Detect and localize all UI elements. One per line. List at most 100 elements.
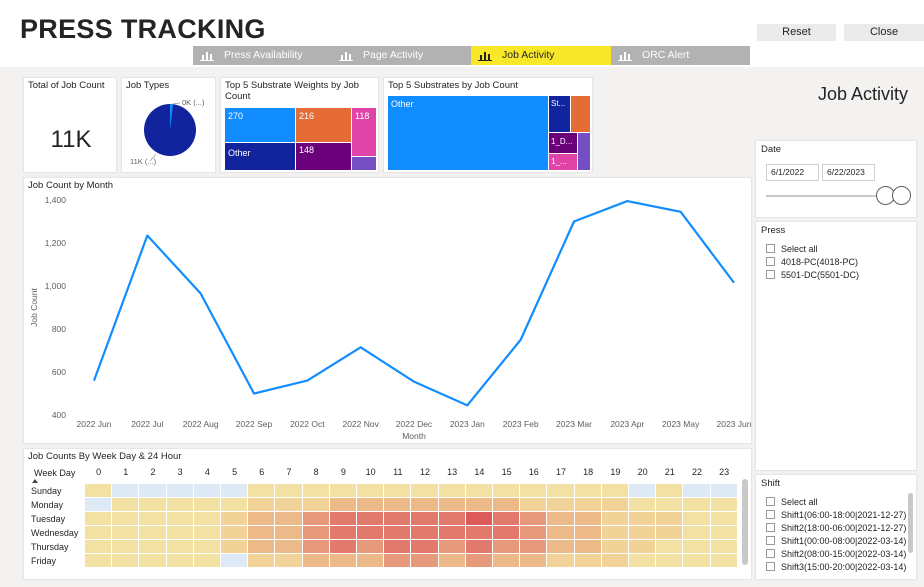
- heatmap-cell[interactable]: [520, 498, 547, 511]
- shift-option[interactable]: Shift1(00:00-08:00|2022-03-14): [766, 534, 906, 547]
- heatmap-cell[interactable]: [465, 554, 492, 567]
- job-types-card[interactable]: Job Types 0K (...) 11K (...): [121, 77, 216, 173]
- data-point[interactable]: [305, 379, 309, 383]
- heatmap-cell[interactable]: [520, 540, 547, 553]
- heatmap-cell[interactable]: [357, 554, 384, 567]
- heatmap-cell[interactable]: [302, 554, 329, 567]
- hour-header[interactable]: 15: [501, 467, 512, 477]
- heatmap-cell[interactable]: [465, 526, 492, 539]
- heatmap-cell[interactable]: [656, 540, 683, 553]
- checkbox[interactable]: [766, 257, 775, 266]
- heatmap-cell[interactable]: [329, 484, 356, 497]
- heatmap-cell[interactable]: [357, 512, 384, 525]
- heatmap-cell[interactable]: [710, 554, 737, 567]
- heatmap-cell[interactable]: [547, 540, 574, 553]
- heatmap-cell[interactable]: [275, 498, 302, 511]
- heatmap-cell[interactable]: [166, 526, 193, 539]
- heatmap-cell[interactable]: [85, 526, 112, 539]
- hour-header[interactable]: 0: [96, 467, 102, 477]
- data-point[interactable]: [625, 199, 629, 203]
- heatmap-cell[interactable]: [275, 526, 302, 539]
- treemap-tile[interactable]: Other: [388, 96, 548, 170]
- treemap-tile[interactable]: St...: [549, 96, 570, 132]
- heatmap-cell[interactable]: [629, 554, 656, 567]
- heatmap-cell[interactable]: [656, 484, 683, 497]
- heatmap-cell[interactable]: [193, 512, 220, 525]
- heatmap-cell[interactable]: [166, 540, 193, 553]
- checkbox[interactable]: [766, 270, 775, 279]
- heatmap-cell[interactable]: [574, 498, 601, 511]
- heatmap-cell[interactable]: [357, 540, 384, 553]
- heatmap-cell[interactable]: [520, 526, 547, 539]
- tab-press-availability[interactable]: Press Availability: [193, 46, 332, 65]
- heatmap-cell[interactable]: [601, 540, 628, 553]
- heatmap-cell[interactable]: [384, 484, 411, 497]
- treemap-tile[interactable]: 118: [352, 108, 376, 156]
- heatmap-cell[interactable]: [683, 498, 710, 511]
- heatmap-cell[interactable]: [193, 540, 220, 553]
- heatmap-cell[interactable]: [547, 498, 574, 511]
- hour-header[interactable]: 14: [474, 467, 485, 477]
- heatmap-cell[interactable]: [574, 554, 601, 567]
- heatmap-cell[interactable]: [357, 526, 384, 539]
- heatmap-cell[interactable]: [683, 526, 710, 539]
- heatmap-cell[interactable]: [193, 526, 220, 539]
- heatmap-cell[interactable]: [384, 498, 411, 511]
- hour-header[interactable]: 13: [447, 467, 458, 477]
- heatmap-cell[interactable]: [493, 484, 520, 497]
- heatmap-cell[interactable]: [601, 554, 628, 567]
- shift-option-select-all[interactable]: Select all: [766, 495, 906, 508]
- hour-header[interactable]: 22: [691, 467, 702, 477]
- heatmap-cell[interactable]: [302, 526, 329, 539]
- heatmap-cell[interactable]: [683, 484, 710, 497]
- heatmap-cell[interactable]: [465, 498, 492, 511]
- heatmap-cell[interactable]: [85, 512, 112, 525]
- hour-header[interactable]: 19: [610, 467, 621, 477]
- heatmap-cell[interactable]: [411, 498, 438, 511]
- hour-header[interactable]: 2: [150, 467, 156, 477]
- heatmap-cell[interactable]: [601, 526, 628, 539]
- date-slider-handle-end[interactable]: [892, 186, 911, 205]
- heatmap-cell[interactable]: [547, 512, 574, 525]
- heatmap-cell[interactable]: [656, 512, 683, 525]
- heatmap-cell[interactable]: [193, 554, 220, 567]
- row-header[interactable]: Week Day: [34, 468, 76, 478]
- substrates-card[interactable]: Top 5 Substrates by Job Count Other St..…: [383, 77, 593, 173]
- total-job-count-card[interactable]: Total of Job Count 11K: [23, 77, 117, 173]
- heatmap-cell[interactable]: [574, 484, 601, 497]
- heatmap-cell[interactable]: [465, 512, 492, 525]
- shift-option[interactable]: Shift3(15:00-20:00|2022-03-14): [766, 560, 906, 573]
- heatmap-cell[interactable]: [139, 526, 166, 539]
- hour-header[interactable]: 5: [232, 467, 238, 477]
- hour-header[interactable]: 20: [637, 467, 648, 477]
- heatmap-cell[interactable]: [329, 512, 356, 525]
- heatmap-cell[interactable]: [112, 484, 139, 497]
- heatmap-cell[interactable]: [438, 498, 465, 511]
- hour-header[interactable]: 11: [393, 467, 403, 477]
- heatmap-cell[interactable]: [411, 526, 438, 539]
- heatmap-cell[interactable]: [710, 484, 737, 497]
- heatmap-cell[interactable]: [710, 498, 737, 511]
- heatmap-cell[interactable]: [411, 512, 438, 525]
- treemap-tile[interactable]: 148: [296, 143, 351, 170]
- heatmap-cell[interactable]: [248, 554, 275, 567]
- heatmap-cell[interactable]: [112, 512, 139, 525]
- heatmap-cell[interactable]: [193, 498, 220, 511]
- checkbox[interactable]: [766, 244, 775, 253]
- tab-page-activity[interactable]: Page Activity: [332, 46, 471, 65]
- checkbox[interactable]: [766, 523, 775, 532]
- heatmap-cell[interactable]: [139, 554, 166, 567]
- heatmap-cell[interactable]: [683, 512, 710, 525]
- heatmap-cell[interactable]: [601, 484, 628, 497]
- heatmap-cell[interactable]: [248, 512, 275, 525]
- heatmap-cell[interactable]: [547, 554, 574, 567]
- heatmap-cell[interactable]: [629, 484, 656, 497]
- heatmap-cell[interactable]: [329, 540, 356, 553]
- heatmap-cell[interactable]: [438, 540, 465, 553]
- shift-option[interactable]: Shift1(06:00-18:00|2021-12-27): [766, 508, 906, 521]
- heatmap-cell[interactable]: [656, 498, 683, 511]
- hour-header[interactable]: 7: [286, 467, 292, 477]
- heatmap-cell[interactable]: [438, 526, 465, 539]
- heatmap-cell[interactable]: [112, 540, 139, 553]
- heatmap-cell[interactable]: [656, 554, 683, 567]
